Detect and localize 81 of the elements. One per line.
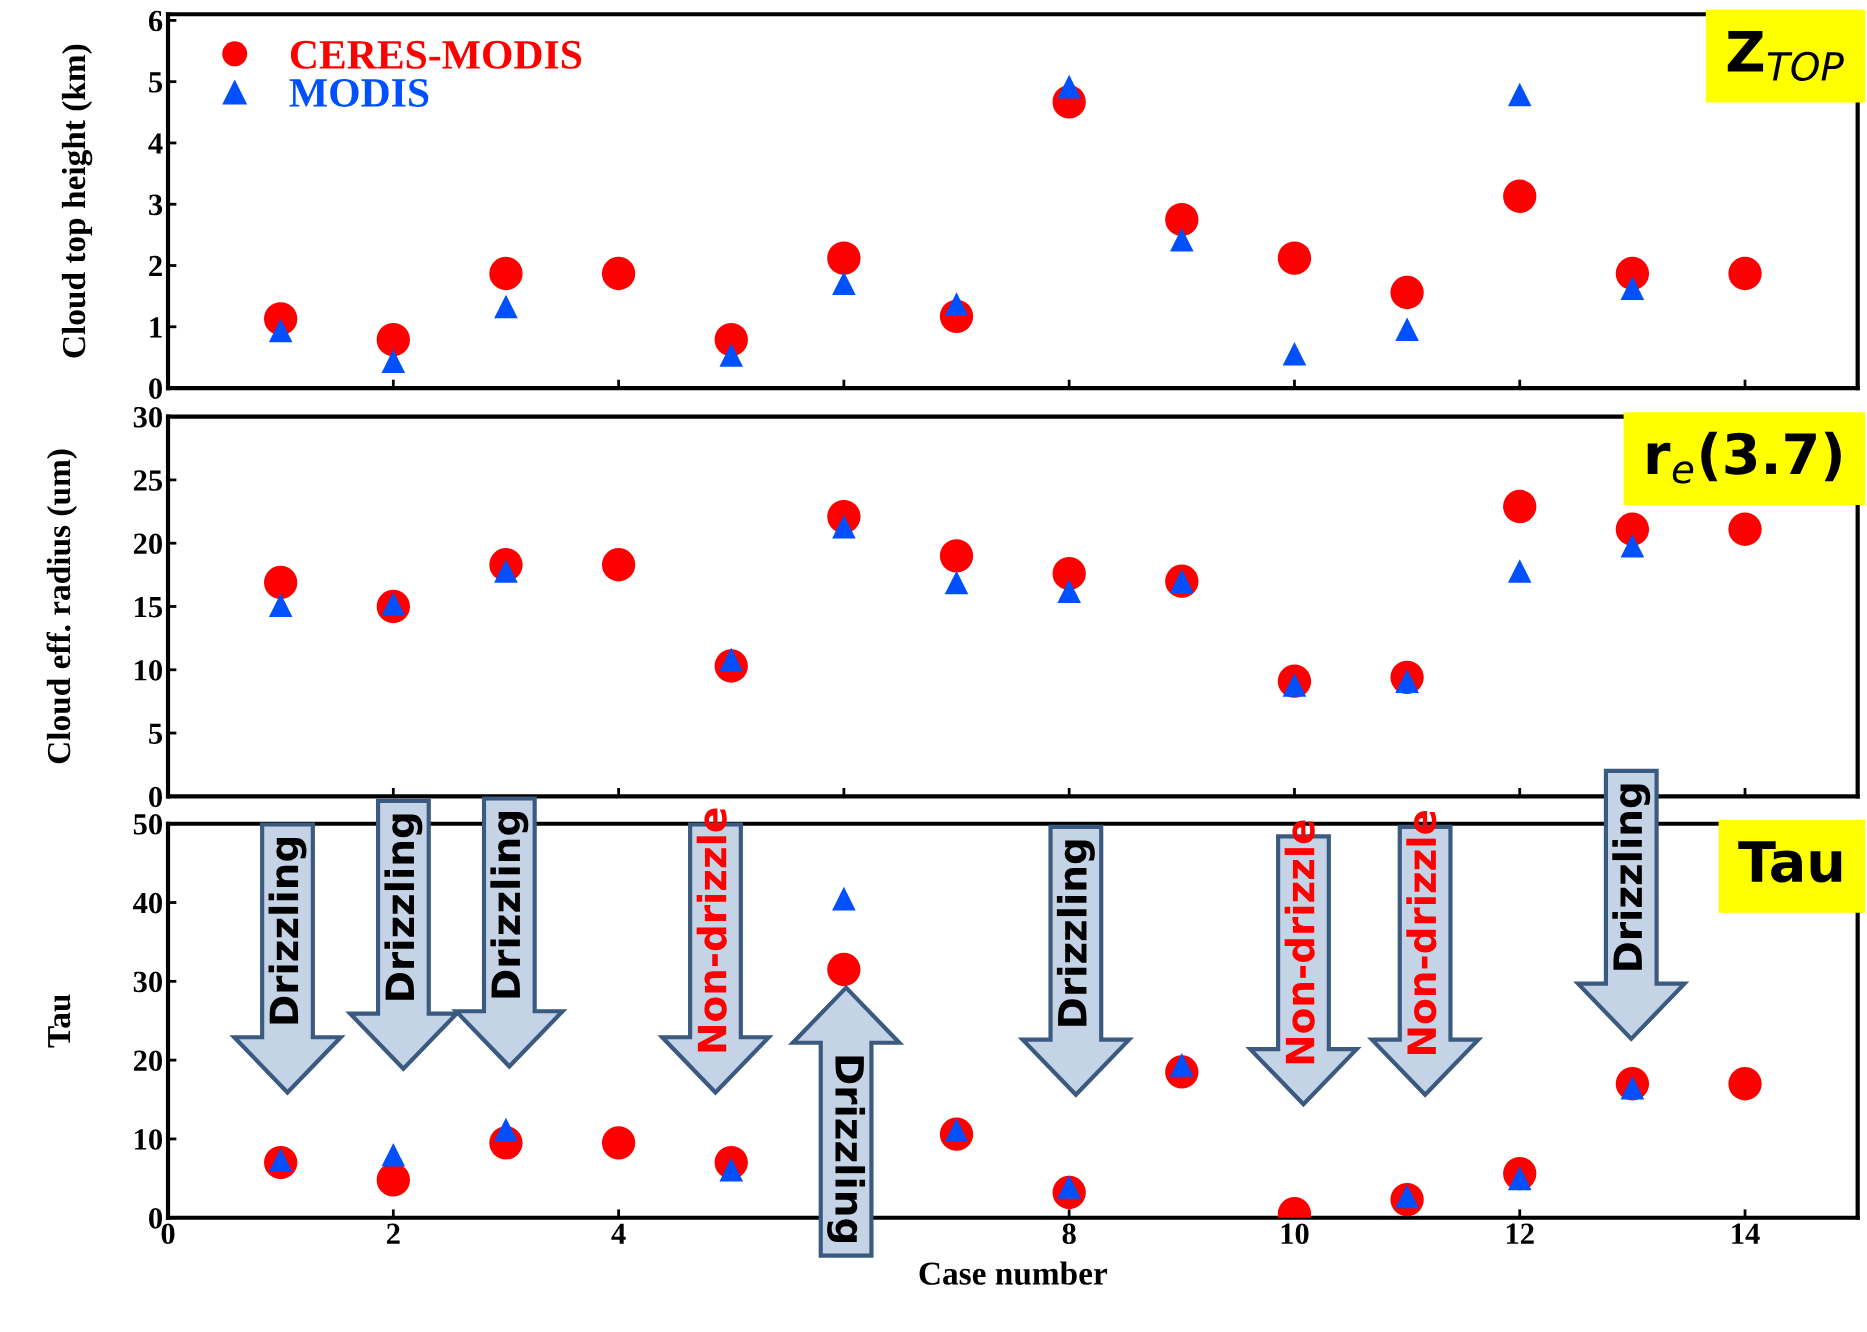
point	[1395, 317, 1419, 342]
y-tick-label: 15	[135, 596, 163, 618]
annotation: Non-drizzle	[696, 808, 727, 1052]
point	[1390, 275, 1424, 310]
point	[1728, 256, 1762, 291]
y-tick-label: 25	[133, 470, 163, 491]
annotation: Drizzling	[827, 1056, 866, 1243]
y-tick-label: 1	[150, 317, 162, 338]
legend-label: MODIS	[289, 78, 429, 107]
y-tick-label: 5	[149, 72, 163, 93]
point	[1503, 179, 1537, 213]
point	[376, 322, 410, 357]
y-tick-label: 5	[149, 723, 163, 744]
chart-title: r$_{e}$(3.7)	[1647, 431, 1841, 484]
y-tick-label: 10	[135, 660, 162, 681]
point	[1282, 341, 1307, 366]
point	[264, 565, 298, 600]
point	[1503, 489, 1537, 524]
y-tick-label: 30	[133, 971, 162, 993]
point	[1277, 241, 1312, 275]
annotation: Drizzling	[268, 838, 307, 1024]
annotation: Drizzling	[384, 814, 423, 1000]
y-axis-title: Tau	[48, 994, 71, 1048]
annotation: Non-drizzle	[1284, 820, 1315, 1064]
y-tick-label: 2	[149, 255, 162, 277]
annotation: Drizzling	[1612, 784, 1651, 970]
point	[832, 271, 856, 296]
y-tick-label: 0	[149, 786, 162, 808]
point	[1057, 579, 1081, 604]
point	[939, 539, 974, 573]
y-axis-title: Cloud top height (km)	[61, 44, 93, 358]
x-axis-title: Case number	[919, 1261, 1108, 1285]
point	[381, 349, 406, 373]
legend-label: CERES-MODIS	[290, 40, 582, 69]
y-tick-label: 30	[133, 406, 162, 428]
annotation: Drizzling	[1056, 840, 1095, 1026]
x-tick-label: 8	[1062, 1223, 1076, 1245]
point	[1170, 227, 1194, 252]
point	[944, 570, 969, 595]
point	[1728, 1067, 1762, 1101]
point	[827, 952, 861, 987]
chart-title: Z$_{TOP}$	[1727, 30, 1844, 82]
point	[1165, 202, 1199, 237]
y-tick-label: 50	[133, 814, 162, 835]
point	[601, 256, 636, 291]
y-tick-label: 20	[133, 1050, 162, 1072]
y-tick-label: 3	[149, 194, 163, 216]
y-tick-label: 4	[148, 133, 163, 154]
point	[381, 1142, 406, 1167]
x-tick-label: 10	[1281, 1223, 1309, 1245]
y-tick-label: 20	[133, 533, 162, 555]
x-tick-label: 12	[1506, 1223, 1534, 1244]
y-axis-title: Cloud eff. radius (um)	[46, 449, 78, 764]
point	[494, 294, 518, 319]
point	[1052, 556, 1086, 591]
point	[719, 343, 744, 367]
chart-title: Tau	[1738, 841, 1842, 883]
point	[268, 593, 293, 618]
point	[1728, 512, 1762, 546]
y-tick-label: 0	[149, 378, 162, 399]
y-tick-label: 6	[148, 10, 163, 32]
y-tick-label: 0	[149, 1208, 162, 1229]
annotation: Drizzling	[490, 812, 529, 998]
x-tick-label: 4	[611, 1223, 626, 1244]
point	[832, 886, 856, 911]
point	[601, 548, 636, 582]
point	[601, 1126, 636, 1160]
point	[827, 241, 861, 275]
y-tick-label: 10	[135, 1129, 162, 1150]
point	[1507, 559, 1532, 583]
point	[1615, 512, 1650, 546]
point	[1057, 74, 1081, 99]
point	[489, 256, 523, 291]
point	[494, 1117, 518, 1142]
point	[1507, 82, 1532, 107]
x-tick-label: 2	[386, 1223, 400, 1244]
annotation: Non-drizzle	[1406, 810, 1437, 1054]
y-tick-label: 40	[133, 892, 162, 914]
point	[1620, 533, 1645, 558]
point	[1620, 276, 1645, 300]
x-tick-label: 14	[1732, 1223, 1760, 1244]
